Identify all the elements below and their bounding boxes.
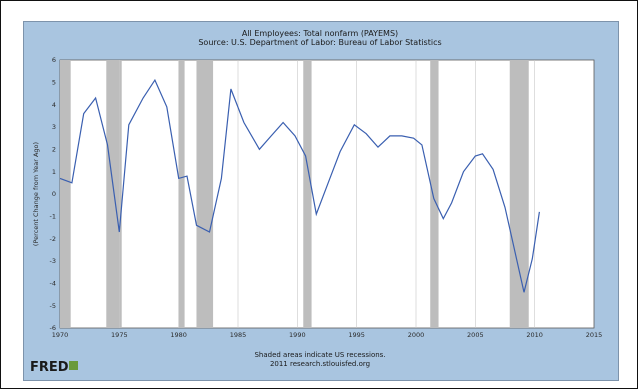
recession-band	[430, 60, 439, 328]
y-tick-label: 3	[52, 123, 56, 131]
x-tick-label: 1990	[289, 331, 306, 339]
recession-band	[196, 60, 214, 328]
x-tick-label: 2005	[467, 331, 484, 339]
recession-band	[303, 60, 312, 328]
y-tick-label: -3	[50, 257, 56, 265]
x-tick-label: 2000	[408, 331, 425, 339]
y-tick-labels: -6 -5 -4 -3 -2 -1 0 1 2 3 4 5 6	[50, 56, 56, 332]
y-tick-label: -4	[50, 280, 56, 288]
series-line	[59, 78, 540, 293]
recession-band	[60, 60, 71, 328]
series-line-group	[59, 78, 540, 293]
y-tick-label: 4	[52, 101, 56, 109]
x-tick-label: 1985	[230, 331, 247, 339]
y-tick-label: -1	[50, 213, 56, 221]
y-axis-label: (Percent Change from Year Ago)	[32, 142, 40, 246]
y-tick-label: -2	[50, 235, 56, 243]
x-tick-label: 2015	[586, 331, 603, 339]
y-tick-label: -6	[50, 324, 56, 332]
grid-lines	[119, 60, 535, 328]
plot-area	[59, 59, 595, 329]
recession-band	[509, 60, 529, 328]
x-tick-labels: 1970 1975 1980 1985 1990 1995 2000 2005 2010 2015	[52, 331, 603, 339]
y-tick-label: -5	[50, 302, 56, 310]
footer-source: 2011 research.stlouisfed.org	[270, 360, 370, 368]
chart-title: All Employees: Total nonfarm (PAYEMS)	[242, 29, 398, 38]
x-tick-label: 1995	[348, 331, 365, 339]
recession-band	[178, 60, 185, 328]
chart-subtitle: Source: U.S. Department of Labor: Bureau…	[198, 38, 441, 47]
fred-logo: FRED	[30, 360, 69, 375]
x-tick-label: 1970	[52, 331, 69, 339]
x-tick-label: 1980	[170, 331, 187, 339]
footer-recession-note: Shaded areas indicate US recessions.	[254, 351, 385, 359]
y-tick-label: 6	[52, 56, 56, 64]
x-tick-label: 1975	[111, 331, 128, 339]
y-tick-label: 5	[52, 79, 56, 87]
fred-logo-icon	[69, 361, 78, 370]
x-tick-label: 2010	[526, 331, 543, 339]
y-tick-label: 2	[52, 146, 56, 154]
y-tick-label: 0	[52, 190, 56, 198]
y-tick-label: 1	[52, 168, 56, 176]
